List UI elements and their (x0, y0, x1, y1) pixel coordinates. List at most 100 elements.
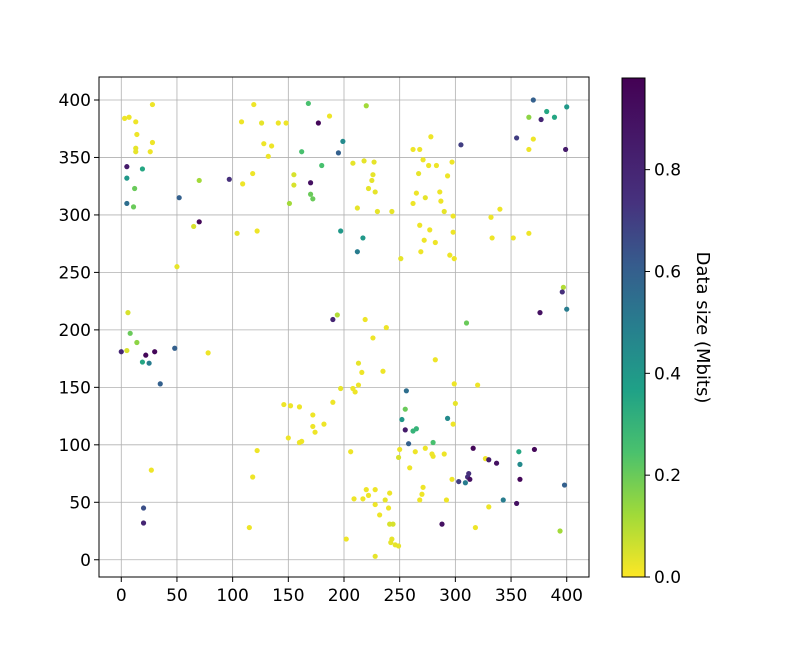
scatter-point (530, 136, 536, 142)
scatter-point (246, 524, 252, 531)
scatter-point (143, 352, 149, 358)
scatter-point (254, 228, 260, 234)
scatter-point (157, 381, 163, 387)
scatter-point (462, 480, 468, 486)
scatter-point (517, 461, 523, 467)
scatter-point (387, 490, 393, 496)
scatter-point (149, 139, 156, 146)
scatter-point (467, 476, 473, 482)
scatter-point (449, 476, 455, 482)
scatter-point (388, 539, 394, 546)
scatter-point (122, 115, 128, 121)
scatter-point (133, 119, 139, 125)
scatter-point (537, 310, 543, 316)
scatter-point (139, 166, 146, 172)
scatter-point (127, 330, 133, 336)
scatter-point (466, 470, 472, 477)
scatter-point (389, 208, 395, 215)
grid (99, 77, 589, 577)
scatter-point (354, 205, 360, 211)
scatter-point (196, 219, 202, 225)
scatter-point (365, 492, 372, 498)
scatter-point (310, 412, 316, 418)
scatter-point (514, 135, 520, 141)
x-tick-label: 350 (495, 586, 527, 606)
scatter-point (428, 134, 434, 140)
x-tick-label: 150 (272, 586, 304, 606)
scatter-point (422, 445, 428, 451)
scatter-point (441, 451, 447, 457)
scatter-point (305, 100, 311, 107)
scatter-point (500, 497, 506, 503)
scatter-point (489, 235, 495, 241)
scatter-point (516, 449, 522, 455)
scatter-point (450, 421, 456, 427)
scatter-point (354, 249, 360, 255)
scatter-point (463, 320, 470, 326)
scatter-point (449, 159, 455, 165)
scatter-point (564, 104, 570, 110)
scatter-point (430, 439, 436, 446)
scatter-point (283, 120, 289, 126)
scatter-point (371, 159, 377, 165)
scatter-point (402, 427, 408, 433)
x-tick-label: 50 (166, 586, 188, 606)
scatter-point (355, 382, 362, 388)
scatter-point (140, 505, 147, 511)
scatter-point (238, 119, 245, 125)
y-tick-label: 200 (59, 321, 91, 341)
axis-ticks: 0 50 100 150 200 250 300 350 400 0 50 100 150 200 250 3… (59, 91, 583, 606)
y-tick-label: 150 (59, 378, 91, 398)
scatter-point (269, 143, 275, 149)
scatter-point (205, 350, 211, 356)
scatter-point (148, 467, 154, 473)
scatter-point (134, 339, 140, 346)
scatter-point (335, 150, 342, 156)
scatter-point (439, 521, 445, 527)
y-tick-label: 400 (59, 91, 91, 111)
scatter-point (561, 482, 568, 488)
scatter-point (486, 457, 492, 463)
colorbar: 0.0 0.2 0.4 0.6 0.8 Data size (Mbits) (621, 77, 713, 588)
scatter-point (410, 146, 416, 153)
scatter-point (351, 496, 357, 502)
scatter-point (191, 223, 197, 230)
scatter-point (147, 149, 153, 155)
scatter-point (370, 172, 376, 178)
scatter-point (451, 256, 457, 262)
scatter-point (310, 196, 316, 202)
scatter-point (363, 103, 369, 109)
scatter-point (265, 153, 271, 159)
scatter-point (557, 528, 563, 534)
scatter-point (514, 500, 520, 507)
scatter-point (285, 435, 291, 441)
scatter-point (417, 146, 423, 153)
scatter-point (299, 149, 305, 155)
scatter-point (447, 252, 453, 258)
y-tick-label: 0 (80, 551, 91, 571)
x-tick-label: 0 (116, 586, 127, 606)
scatter-point (564, 306, 570, 312)
scatter-point (426, 162, 432, 169)
data-points (118, 97, 570, 559)
x-tick-label: 400 (551, 586, 583, 606)
scatter-point (348, 449, 354, 455)
scatter-point (250, 474, 256, 480)
scatter-point (456, 478, 462, 485)
scatter-point (470, 445, 476, 451)
colorbar-label: Data size (Mbits) (692, 252, 713, 404)
scatter-point (124, 347, 130, 354)
scatter-point (234, 230, 240, 236)
scatter-point (315, 120, 321, 126)
scatter-point (380, 368, 386, 374)
scatter-point (451, 381, 457, 387)
scatter-point (538, 116, 544, 123)
scatter-point (261, 141, 267, 147)
scatter-point (372, 189, 378, 195)
scatter-point (365, 185, 372, 192)
scatter-point (497, 206, 503, 212)
scatter-point (291, 182, 297, 188)
scatter-point (240, 181, 246, 187)
scatter-point (126, 114, 132, 120)
